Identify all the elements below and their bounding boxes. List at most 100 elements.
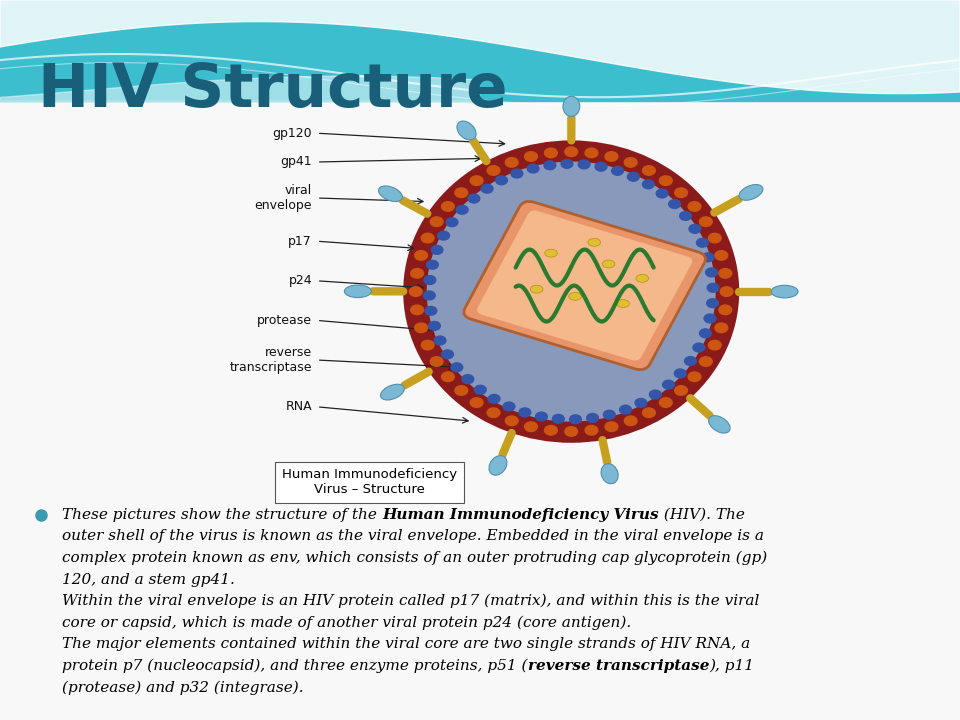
Circle shape [544, 148, 558, 158]
Circle shape [505, 158, 518, 167]
Circle shape [684, 356, 696, 366]
Text: These pictures show the structure of the: These pictures show the structure of the [62, 508, 382, 522]
Circle shape [468, 194, 480, 203]
Circle shape [430, 356, 443, 366]
Circle shape [569, 415, 582, 423]
Text: p17: p17 [288, 235, 312, 248]
Circle shape [700, 217, 712, 227]
Circle shape [411, 269, 423, 278]
Circle shape [585, 148, 598, 158]
Circle shape [624, 158, 637, 167]
Circle shape [680, 212, 691, 220]
Circle shape [612, 166, 623, 175]
Circle shape [578, 160, 590, 168]
Circle shape [642, 166, 656, 175]
Text: (protease) and p32 (integrase).: (protease) and p32 (integrase). [62, 680, 304, 695]
Ellipse shape [708, 415, 731, 433]
Text: RNA: RNA [285, 400, 312, 413]
FancyBboxPatch shape [0, 0, 960, 101]
Circle shape [719, 269, 732, 278]
Circle shape [708, 284, 719, 292]
Circle shape [424, 276, 436, 284]
Circle shape [527, 164, 539, 173]
Circle shape [719, 305, 732, 315]
Circle shape [495, 176, 508, 185]
Circle shape [442, 350, 453, 359]
Circle shape [426, 261, 439, 269]
Circle shape [544, 161, 556, 170]
FancyBboxPatch shape [477, 210, 692, 361]
Circle shape [642, 180, 654, 189]
Text: viral
envelope: viral envelope [254, 184, 312, 212]
Circle shape [487, 408, 500, 418]
Text: reverse transcriptase: reverse transcriptase [528, 659, 709, 673]
Text: ), p11: ), p11 [709, 659, 755, 673]
Ellipse shape [588, 238, 601, 246]
Circle shape [431, 246, 443, 254]
Circle shape [635, 398, 647, 408]
Circle shape [511, 169, 523, 178]
Circle shape [442, 202, 454, 211]
Ellipse shape [426, 161, 715, 422]
Circle shape [674, 369, 686, 378]
Circle shape [451, 363, 463, 372]
Circle shape [700, 329, 711, 338]
Circle shape [697, 238, 708, 247]
Circle shape [421, 341, 434, 350]
Text: gp120: gp120 [273, 127, 312, 140]
Ellipse shape [380, 384, 404, 400]
Ellipse shape [530, 285, 543, 293]
Circle shape [669, 199, 681, 209]
Circle shape [455, 386, 468, 395]
Circle shape [605, 152, 618, 161]
Circle shape [662, 380, 674, 389]
Circle shape [455, 188, 468, 197]
Circle shape [411, 305, 423, 315]
Circle shape [446, 217, 458, 227]
Ellipse shape [563, 96, 580, 117]
Circle shape [524, 152, 538, 161]
Circle shape [688, 372, 701, 382]
Text: Human Immunodeficiency
Virus – Structure: Human Immunodeficiency Virus – Structure [282, 469, 457, 496]
Ellipse shape [378, 186, 402, 202]
Text: protease: protease [257, 314, 312, 327]
Circle shape [561, 160, 573, 168]
Ellipse shape [601, 464, 618, 484]
Circle shape [415, 251, 427, 260]
Ellipse shape [489, 456, 507, 475]
Circle shape [660, 176, 672, 186]
Circle shape [544, 426, 558, 435]
Circle shape [428, 321, 441, 330]
Circle shape [595, 162, 607, 171]
Ellipse shape [602, 260, 615, 268]
Circle shape [715, 323, 728, 333]
Ellipse shape [739, 184, 763, 200]
Circle shape [708, 341, 721, 350]
Text: Within the viral envelope is an HIV protein called p17 (matrix), and within this: Within the viral envelope is an HIV prot… [62, 594, 759, 608]
Text: outer shell of the virus is known as the viral envelope. Embedded in the viral e: outer shell of the virus is known as the… [62, 529, 764, 544]
Circle shape [503, 402, 515, 411]
Circle shape [585, 426, 598, 435]
Circle shape [421, 233, 434, 243]
Circle shape [470, 176, 483, 186]
Circle shape [519, 408, 531, 417]
Circle shape [524, 422, 538, 431]
Text: core or capsid, which is made of another viral protein p24 (core antigen).: core or capsid, which is made of another… [62, 616, 632, 630]
Circle shape [720, 287, 733, 297]
Circle shape [552, 415, 564, 423]
Circle shape [688, 202, 701, 211]
Text: reverse
transcriptase: reverse transcriptase [229, 346, 312, 374]
Circle shape [605, 422, 618, 431]
Ellipse shape [403, 140, 739, 443]
Circle shape [489, 395, 500, 403]
Circle shape [564, 427, 578, 436]
Text: protein p7 (nucleocapsid), and three enzyme proteins, p51 (: protein p7 (nucleocapsid), and three enz… [62, 659, 528, 673]
Circle shape [707, 299, 718, 307]
Circle shape [423, 291, 435, 300]
Circle shape [587, 413, 598, 423]
Circle shape [505, 416, 518, 426]
Circle shape [660, 397, 672, 408]
Circle shape [624, 416, 637, 426]
Text: complex protein known as env, which consists of an outer protruding cap glycopro: complex protein known as env, which cons… [62, 551, 768, 565]
Circle shape [689, 225, 701, 233]
